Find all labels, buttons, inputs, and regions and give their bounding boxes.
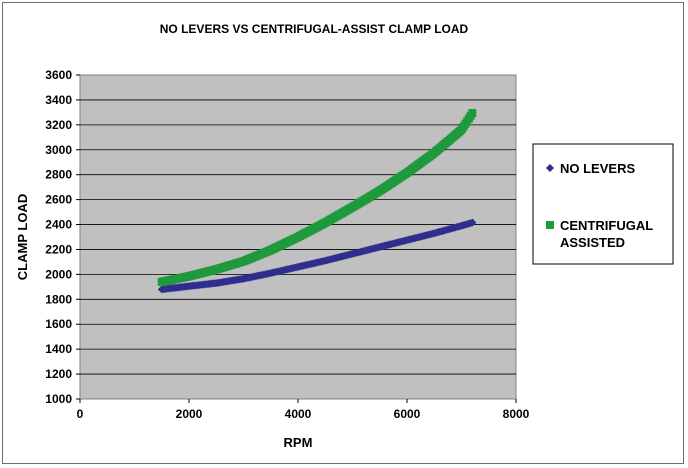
legend-label-centrifugal-line1: CENTRIFUGAL — [560, 218, 653, 233]
y-tick-label: 1000 — [45, 392, 72, 406]
y-axis-label: CLAMP LOAD — [15, 194, 30, 280]
x-tick-label: 2000 — [176, 407, 203, 421]
x-tick-label: 8000 — [503, 407, 530, 421]
series-layer — [157, 109, 477, 294]
legend-box — [532, 143, 674, 265]
legend-marker-centrifugal — [546, 221, 554, 229]
legend-label-centrifugal-line2: ASSISTED — [560, 235, 625, 250]
y-tick-label: 1200 — [45, 367, 72, 381]
y-tick-label: 2000 — [45, 267, 72, 281]
x-tick-label: 6000 — [394, 407, 421, 421]
y-tick-label: 3600 — [45, 68, 72, 82]
y-tick-label: 2200 — [45, 242, 72, 256]
y-tick-label: 2400 — [45, 218, 72, 232]
legend: NO LEVERS CENTRIFUGAL ASSISTED — [532, 143, 674, 265]
y-tick-label: 1600 — [45, 317, 72, 331]
chart-title: NO LEVERS VS CENTRIFUGAL-ASSIST CLAMP LO… — [160, 22, 469, 36]
y-tick-label: 3000 — [45, 143, 72, 157]
y-tick-label: 3400 — [45, 93, 72, 107]
x-axis-label: RPM — [284, 435, 313, 450]
x-tick-label: 0 — [77, 407, 84, 421]
y-tick-label: 1800 — [45, 292, 72, 306]
series-1 — [157, 109, 477, 286]
y-tick-label: 2600 — [45, 193, 72, 207]
y-axis-ticks: 1000 1200 1400 1600 1800 2000 2200 2400 2600 2800… — [45, 68, 80, 406]
series-marker — [468, 109, 477, 118]
gridlines — [80, 99, 516, 375]
legend-label-no-levers: NO LEVERS — [560, 161, 635, 176]
series-marker — [468, 218, 477, 227]
plot-area — [79, 74, 517, 400]
legend-marker-no-levers — [546, 164, 554, 172]
x-tick-label: 4000 — [285, 407, 312, 421]
y-tick-label: 3200 — [45, 118, 72, 132]
y-tick-label: 1400 — [45, 342, 72, 356]
series-0 — [157, 218, 477, 294]
y-tick-label: 2800 — [45, 168, 72, 182]
x-axis-ticks: 0 2000 4000 6000 8000 — [77, 399, 530, 421]
